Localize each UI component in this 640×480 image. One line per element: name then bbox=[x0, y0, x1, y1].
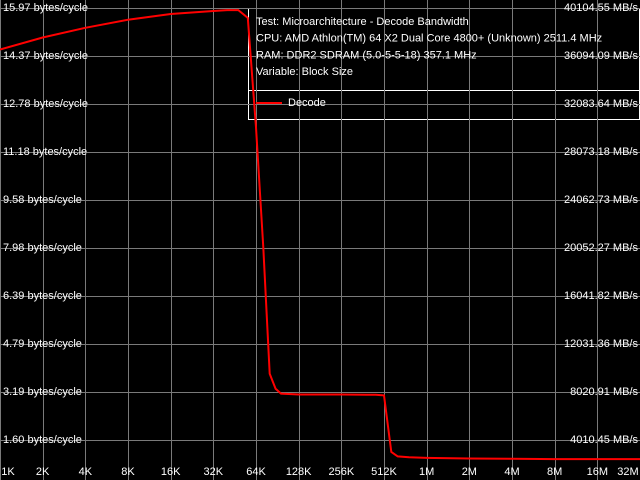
line-series bbox=[0, 9, 640, 461]
y2-tick-label: 8020.91 MB/s bbox=[570, 386, 638, 398]
x-tick-label: 32M bbox=[617, 466, 638, 478]
x-tick-label: 256K bbox=[328, 466, 354, 478]
x-tick-label: 4K bbox=[79, 466, 93, 478]
y-tick-label: 9.58 bytes/cycle bbox=[3, 194, 82, 206]
y-tick-label: 15.97 bytes/cycle bbox=[3, 2, 88, 14]
y-tick-label: 11.18 bytes/cycle bbox=[3, 146, 87, 158]
y2-tick-label: 12031.36 MB/s bbox=[564, 338, 638, 350]
y-tick-label: 3.19 bytes/cycle bbox=[3, 386, 82, 398]
y2-tick-label: 28073.18 MB/s bbox=[564, 146, 638, 158]
y-tick-label: 14.37 bytes/cycle bbox=[3, 50, 88, 62]
x-tick-label: 2K bbox=[36, 466, 50, 478]
y-tick-label: 7.98 bytes/cycle bbox=[3, 242, 82, 254]
y-tick-label: 4.79 bytes/cycle bbox=[3, 338, 82, 350]
y-tick-label: 12.78 bytes/cycle bbox=[3, 98, 88, 110]
y-tick-label: 6.39 bytes/cycle bbox=[3, 290, 82, 302]
x-tick-label: 2M bbox=[462, 466, 477, 478]
x-tick-label: 32K bbox=[204, 466, 224, 478]
x-tick-label: 4M bbox=[504, 466, 519, 478]
x-tick-label: 16M bbox=[587, 466, 608, 478]
x-tick-label: 8K bbox=[121, 466, 135, 478]
y2-tick-label: 20052.27 MB/s bbox=[564, 242, 638, 254]
x-tick-label: 1M bbox=[419, 466, 434, 478]
info-text: Variable: Block Size bbox=[256, 66, 353, 78]
info-text: CPU: AMD Athlon(TM) 64 X2 Dual Core 4800… bbox=[256, 33, 602, 45]
x-tick-label: 8M bbox=[547, 466, 562, 478]
info-text: Test: Microarchitecture - Decode Bandwid… bbox=[256, 16, 469, 28]
x-tick-label: 64K bbox=[246, 466, 266, 478]
legend-label: Decode bbox=[288, 97, 326, 109]
y2-tick-label: 36094.09 MB/s bbox=[564, 50, 638, 62]
y2-tick-label: 4010.45 MB/s bbox=[570, 434, 638, 446]
x-tick-label: 1K bbox=[1, 466, 15, 478]
y2-tick-label: 24062.73 MB/s bbox=[564, 194, 638, 206]
x-tick-label: 16K bbox=[161, 466, 181, 478]
y2-tick-label: 32083.64 MB/s bbox=[564, 98, 638, 110]
info-text: RAM: DDR2 SDRAM (5.0-5-5-18) 357.1 MHz bbox=[256, 49, 477, 61]
y-tick-label: 1.60 bytes/cycle bbox=[3, 434, 82, 446]
x-tick-label: 512K bbox=[371, 466, 397, 478]
y2-tick-label: 16041.82 MB/s bbox=[564, 290, 638, 302]
y2-tick-label: 40104.55 MB/s bbox=[564, 2, 638, 14]
x-tick-label: 128K bbox=[286, 466, 312, 478]
